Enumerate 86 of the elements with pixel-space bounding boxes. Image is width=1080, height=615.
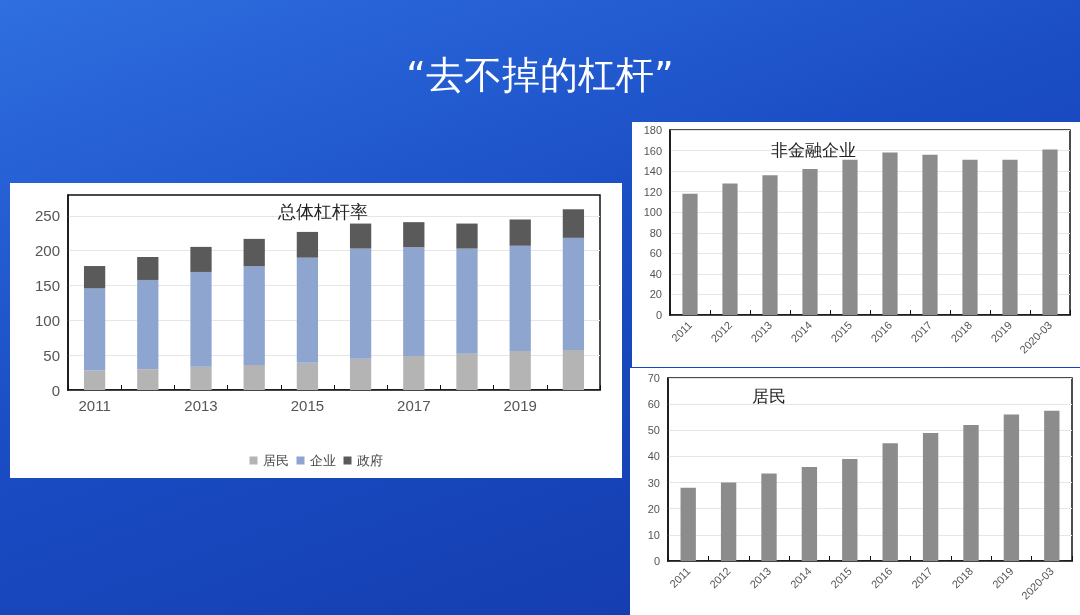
- y-tick-label: 120: [643, 185, 662, 198]
- x-tick-label: 2017: [397, 397, 431, 414]
- bar: [562, 209, 585, 238]
- bar: [83, 288, 106, 371]
- bar: [403, 247, 425, 356]
- bar: [842, 459, 858, 561]
- bar: [1002, 159, 1018, 315]
- bar: [456, 223, 478, 249]
- bar: [243, 364, 265, 390]
- y-tick-label: 160: [643, 144, 662, 157]
- bar: [1003, 414, 1020, 561]
- bar: [762, 175, 778, 315]
- text: 居民: [752, 385, 786, 406]
- y-tick-label: 80: [649, 226, 662, 239]
- bar: [83, 370, 106, 390]
- y-tick-label: 60: [647, 398, 660, 411]
- legend-label: 政府: [356, 453, 383, 468]
- y-tick-label: 40: [649, 267, 662, 280]
- bar: [963, 425, 979, 561]
- y-tick-label: 180: [643, 124, 662, 136]
- bar: [1042, 149, 1058, 315]
- y-tick-label: 0: [655, 309, 662, 321]
- bar: [720, 482, 737, 561]
- y-tick-label: 50: [43, 346, 60, 364]
- bar: [296, 362, 319, 390]
- bar: [190, 271, 212, 367]
- bar: [456, 248, 478, 354]
- y-tick-label: 100: [34, 311, 60, 329]
- bar: [296, 257, 319, 363]
- bar: [349, 358, 372, 390]
- bar: [761, 473, 777, 561]
- legend-label: 居民: [262, 453, 289, 468]
- bar: [296, 231, 319, 258]
- chart-title: 总体杠杆率: [277, 200, 369, 222]
- bar: [83, 266, 106, 289]
- y-tick-label: 20: [649, 288, 662, 301]
- bar: [243, 238, 265, 267]
- y-tick-label: 0: [51, 381, 60, 399]
- y-tick-label: 200: [34, 242, 60, 260]
- y-tick-label: 60: [649, 247, 662, 260]
- y-tick-label: 250: [34, 207, 60, 225]
- x-tick-label: 2015: [290, 397, 325, 414]
- bar: [1044, 410, 1060, 561]
- bar: [509, 245, 531, 351]
- y-tick-label: 20: [647, 502, 660, 515]
- bar: [562, 349, 585, 390]
- bar: [137, 256, 159, 280]
- bar: [403, 355, 425, 390]
- bar: [349, 248, 372, 359]
- bar: [509, 351, 531, 390]
- y-tick-label: 150: [34, 277, 60, 295]
- bar: [137, 369, 159, 390]
- bar: [801, 466, 818, 561]
- x-tick-label: 2019: [503, 397, 537, 414]
- bar: [562, 237, 585, 350]
- bar: [349, 223, 372, 249]
- y-tick-label: 0: [653, 555, 660, 567]
- bar: [922, 432, 939, 561]
- bar: [682, 193, 698, 315]
- text: “去不掉的杠杆”: [405, 52, 675, 99]
- y-tick-label: 50: [647, 424, 660, 437]
- y-tick-label: 10: [647, 528, 660, 541]
- bar: [680, 487, 696, 561]
- legend-label: 企业: [309, 453, 336, 468]
- x-tick-label: 2013: [184, 397, 218, 414]
- y-tick-label: 140: [643, 165, 662, 178]
- y-tick-label: 100: [643, 206, 662, 219]
- x-tick-label: 2011: [78, 397, 111, 414]
- bar: [882, 152, 898, 315]
- bar: [922, 154, 938, 315]
- bar: [190, 366, 212, 390]
- bar: [842, 159, 858, 315]
- bar: [403, 222, 425, 248]
- text: 非金融企业: [771, 139, 857, 160]
- bar: [243, 266, 265, 365]
- bar: [456, 353, 478, 390]
- bar: [509, 219, 531, 246]
- bar: [137, 279, 159, 370]
- bar: [722, 183, 738, 315]
- bar: [190, 246, 212, 272]
- y-tick-label: 30: [647, 476, 660, 489]
- y-tick-label: 70: [647, 372, 660, 384]
- bar: [962, 159, 978, 315]
- bar: [882, 443, 898, 561]
- y-tick-label: 40: [647, 450, 660, 463]
- bar: [802, 169, 818, 315]
